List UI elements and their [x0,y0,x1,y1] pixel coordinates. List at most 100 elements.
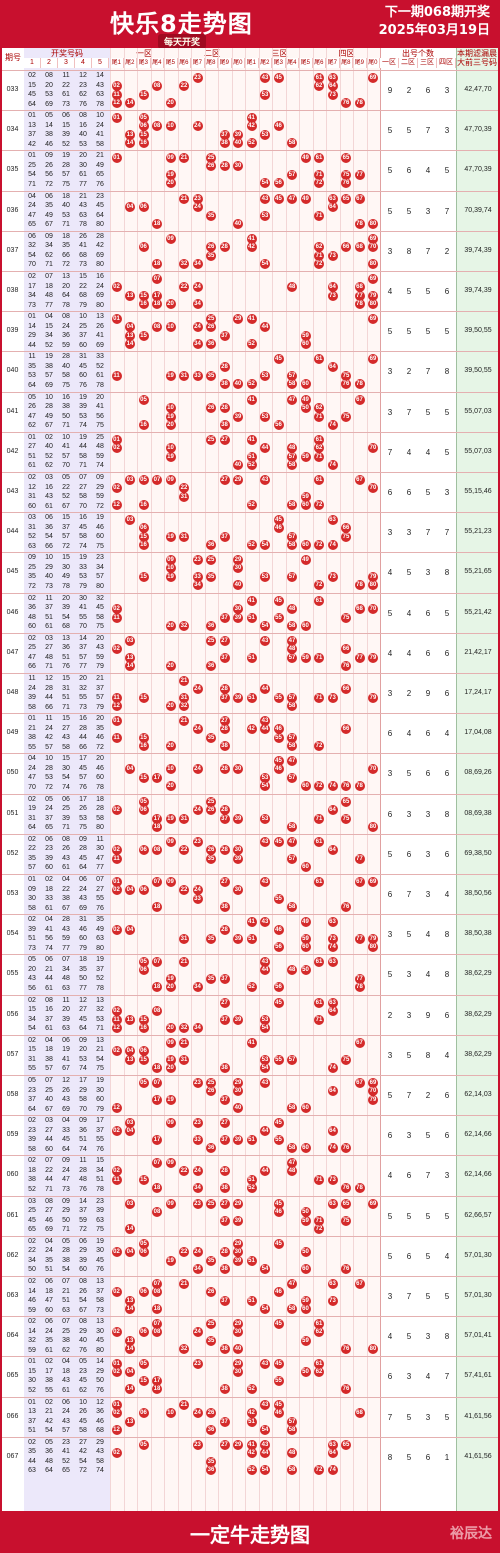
number-ball: 72 [314,258,324,269]
draw-number: 43 [28,975,36,983]
period-number: 033 [6,86,19,93]
number-ball: 31 [179,813,189,824]
number-ball: 25 [206,1319,216,1330]
zone-count: 5 [425,407,431,417]
zone-count: 2 [425,1091,431,1100]
number-ball: 57 [287,572,297,583]
draw-number: 38 [28,1176,36,1184]
draw-number: 51 [79,1136,87,1144]
number-ball: 48 [287,282,297,292]
tail-col-10: 尾0 [231,58,245,68]
number-ball: 64 [327,1005,338,1016]
draw-number: 08 [79,1278,87,1285]
draw-number: 45 [79,523,87,531]
number-ball: 80 [368,1344,378,1355]
draw-number: 08 [45,72,53,79]
draw-number: 02 [28,1438,36,1446]
number-ball: 45 [273,515,284,526]
row-separator [2,512,498,514]
draw-number: 57 [62,533,70,541]
draw-number: 22 [79,282,87,290]
number-ball: 72 [314,741,324,752]
draw-number: 29 [62,1207,70,1215]
number-ball: 01 [111,1359,122,1370]
grid-vline [123,48,125,1511]
period-number: 044 [6,528,19,536]
number-ball: 07 [152,877,162,887]
draw-number: 03 [45,474,53,481]
number-ball: 28 [219,724,230,735]
number-ball: 78 [354,299,365,309]
draw-number: 50 [62,1216,70,1224]
draw-number: 12 [79,72,87,79]
number-ball: 16 [138,419,149,430]
draw-number: 38 [62,1256,70,1264]
zone-count: 3 [425,849,431,859]
draw-number: 08 [45,996,53,1004]
number-ball: 21 [179,1399,189,1410]
draw-number: 60 [28,502,36,510]
number-ball: 57 [287,1416,297,1427]
zone-count: 4 [444,729,450,739]
draw-number: 70 [28,261,36,269]
row-separator [2,833,498,835]
number-ball: 60 [300,339,311,350]
number-ball: 80 [368,580,378,591]
number-ball: 42 [246,724,257,735]
draw-number: 63 [28,1467,36,1475]
filter-subheader: 大前三号码 [457,58,497,67]
draw-number: 01 [28,152,36,160]
number-ball: 11 [111,90,122,100]
number-ball: 44 [260,965,270,976]
draw-number: 27 [79,1438,87,1446]
number-ball: 29 [233,1359,243,1370]
number-ball: 37 [219,693,230,703]
number-ball: 79 [368,291,378,301]
number-ball: 43 [260,1078,270,1088]
row-separator [2,592,498,594]
zone-count: 9 [387,86,393,95]
draw-number: 45 [28,91,36,98]
draw-number: 25 [28,563,36,571]
period-number: 043 [6,488,19,495]
draw-number: 77 [79,663,87,671]
number-ball: 63 [327,1279,338,1289]
number-ball: 45 [273,1359,284,1370]
draw-number: 07 [62,1318,70,1326]
draw-number: 66 [79,743,87,751]
draw-number: 60 [45,1306,53,1314]
zone-count: 3 [387,769,393,779]
filter-numbers: 69,38,50 [464,849,492,857]
number-ball: 22 [179,81,189,91]
number-ball: 35 [206,210,216,221]
zone-count: 8 [406,246,412,256]
number-ball: 12 [111,500,122,510]
draw-number: 17 [79,795,87,803]
number-ball: 63 [327,1439,338,1450]
draw-number: 76 [79,100,87,108]
number-ball: 40 [233,1103,243,1113]
number-ball: 31 [179,532,189,543]
number-ball: 19 [165,813,176,824]
number-ball: 57 [287,371,297,382]
draw-number: 28 [96,232,104,240]
draw-number: 71 [96,1025,104,1033]
draw-number: 05 [62,1237,70,1245]
draw-number: 53 [79,1055,87,1063]
number-ball: 14 [125,98,135,108]
number-ball: 26 [206,844,216,855]
draw-number: 19 [96,956,104,964]
draw-number: 52 [62,1457,70,1465]
number-ball: 13 [125,1336,135,1347]
draw-number: 46 [96,734,104,742]
draw-number: 80 [96,221,104,229]
number-ball: 52 [246,1384,257,1395]
number-ball: 01 [111,434,122,445]
number-ball: 24 [192,201,203,212]
draw-number: 67 [45,1105,53,1113]
draw-number: 59 [28,1346,36,1354]
number-ball: 22 [179,483,189,493]
number-ball: 32 [179,258,189,269]
filter-numbers: 38,62,29 [464,970,492,978]
number-ball: 09 [165,555,176,566]
